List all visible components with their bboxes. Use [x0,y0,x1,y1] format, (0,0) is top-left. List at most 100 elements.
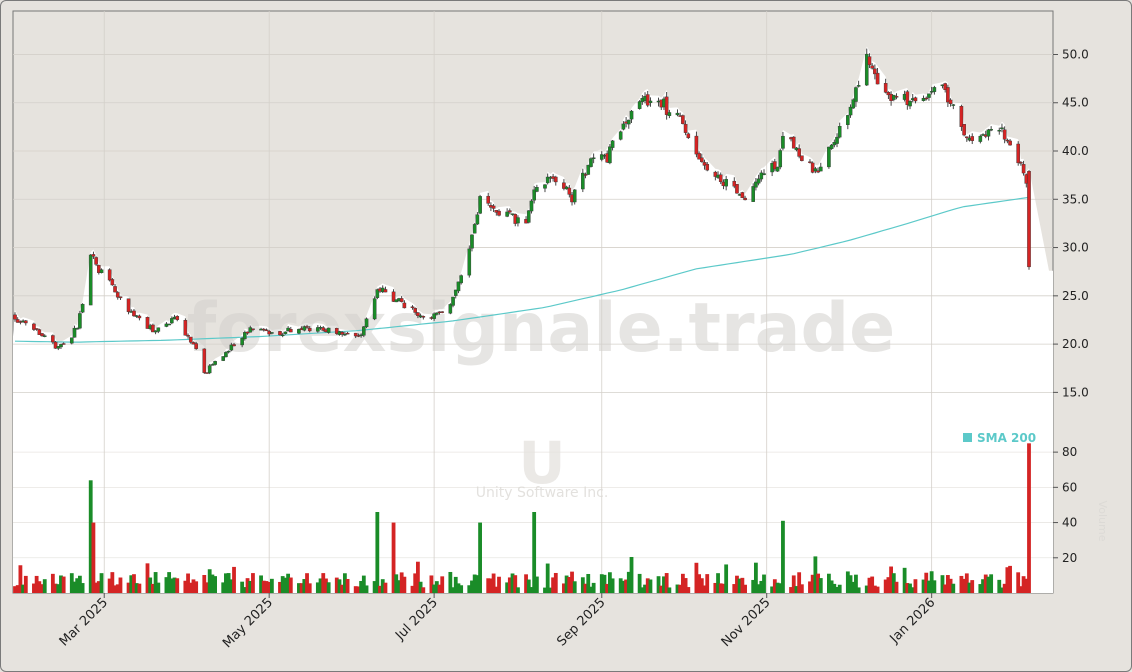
candle [875,68,880,85]
volume-bar [1002,583,1007,593]
candle-body [97,264,101,273]
candle-body [113,286,117,293]
volume-bar [167,572,172,593]
candle [724,175,728,191]
candle [316,325,320,333]
volume-bar [770,586,775,593]
candle [948,98,953,107]
candle-body [545,176,550,184]
candle [827,146,831,169]
candle-body [567,187,572,195]
candle-body [99,269,104,274]
candle [813,166,818,174]
volume-bar [753,562,758,593]
candle [837,122,842,139]
candle [151,323,155,333]
volume-tick-label: 40 [1062,516,1077,530]
candle [283,331,288,335]
volume-bar [513,575,518,593]
candle-body [251,328,255,330]
volume-bar [440,576,445,593]
volume-bar [699,578,704,593]
candle [867,53,872,68]
candle [505,208,509,218]
volume-bar [110,572,115,593]
candle-body [110,279,115,286]
candle [270,332,274,335]
candle-body [497,210,501,216]
volume-bar [529,587,534,593]
volume-bar [854,574,858,593]
volume-bar [813,556,818,593]
price-tick-label: 50.0 [1062,47,1089,61]
candle [775,166,780,172]
volume-bar [662,576,666,593]
sma-legend-swatch [963,433,972,442]
candle-body [432,313,436,319]
volume-bar [372,581,377,593]
candle-body [364,318,369,328]
candle-body [213,361,217,365]
candle [508,208,512,215]
candle-body [362,326,366,336]
date-tick-label: Nov 2025 [719,595,774,650]
candle [497,209,501,217]
volume-bar [240,581,245,593]
volume-bar [53,583,58,593]
candle-body [808,161,812,163]
volume-bar [264,581,269,593]
candle-body [478,196,482,214]
candle-body [946,87,950,103]
candle-body [970,136,975,141]
candle [683,120,688,136]
volume-bar [418,581,423,593]
volume-bar [413,573,418,593]
candle-body [851,99,856,109]
candle-body [756,178,761,184]
volume-bar [188,582,193,593]
volume-bar [221,582,226,593]
volume-bar [113,585,117,593]
candle-body [1019,162,1023,164]
candle-body [978,135,983,142]
candle-body [261,328,266,331]
candle [221,356,226,362]
candle [870,63,874,70]
candle [567,184,572,198]
candle-body [72,327,77,338]
volume-bar [353,586,358,593]
candle [51,334,55,345]
volume-bar [305,573,309,593]
candle [664,91,669,120]
volume-bar [467,585,472,593]
volume-bar [886,577,891,593]
candle [970,133,975,145]
candle-body [210,364,215,366]
candle [694,131,699,158]
candle [962,123,966,137]
volume-bar [837,584,842,593]
candle-body [53,341,58,349]
volume-bar [72,581,77,593]
volume-bar [242,587,247,593]
volume-bar [345,578,350,593]
volume-bar [13,586,17,593]
candle-body [1021,164,1026,174]
candle-body [867,56,872,66]
volume-bar [697,574,702,593]
candle [280,332,285,338]
candle-body [167,323,171,326]
candle [1019,160,1023,166]
candle [72,325,77,338]
volume-bar [410,585,415,593]
candle [132,309,136,317]
volume-bar [978,584,983,593]
volume-bar [986,576,991,593]
candle-body [759,172,764,180]
volume-bar [808,581,812,593]
candle-body [667,112,672,116]
volume-bar [453,576,458,593]
volume-bar [494,586,499,593]
volume-bar [543,587,547,593]
